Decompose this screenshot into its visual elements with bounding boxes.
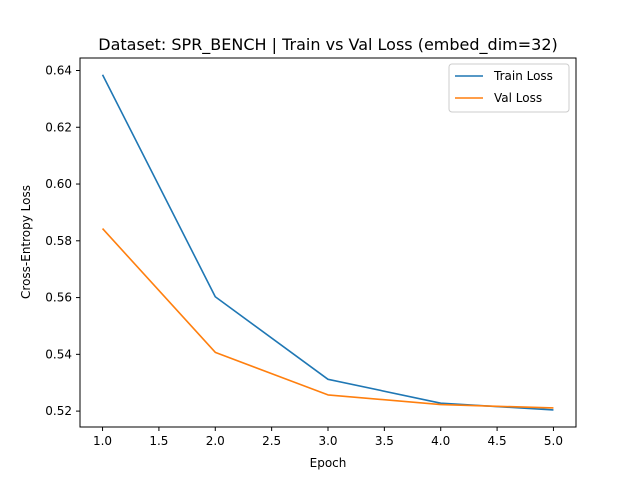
plot-area xyxy=(79,57,577,428)
y-tick-label: 0.56 xyxy=(45,291,72,305)
series-layer xyxy=(101,74,554,411)
y-tick-label: 0.60 xyxy=(45,177,72,191)
x-tick-label: 1.0 xyxy=(93,434,112,448)
x-tick-label: 4.0 xyxy=(431,434,450,448)
legend-items: Train Loss Val Loss xyxy=(455,69,553,105)
x-tick-label: 5.0 xyxy=(544,434,563,448)
x-axis-label: Epoch xyxy=(310,456,347,470)
legend-label-train-loss: Train Loss xyxy=(493,69,553,83)
x-tick-label: 1.5 xyxy=(149,434,168,448)
x-tick-label: 4.5 xyxy=(488,434,507,448)
y-tick-label: 0.64 xyxy=(45,63,72,77)
y-tick-label: 0.52 xyxy=(45,404,72,418)
x-axis-ticks: 1.0 1.5 2.0 2.5 3.0 3.5 4.0 4.5 5.0 xyxy=(93,427,563,448)
axes-frame xyxy=(79,57,577,428)
y-tick-label: 0.62 xyxy=(45,120,72,134)
x-tick-label: 3.0 xyxy=(318,434,337,448)
x-tick-label: 2.5 xyxy=(262,434,281,448)
y-tick-label: 0.54 xyxy=(45,347,72,361)
val-loss-line xyxy=(101,228,554,409)
x-tick-label: 3.5 xyxy=(375,434,394,448)
x-tick-label: 2.0 xyxy=(206,434,225,448)
y-axis-label: Cross-Entropy Loss xyxy=(19,185,33,299)
legend: Train Loss Val Loss xyxy=(448,63,570,113)
legend-label-val-loss: Val Loss xyxy=(494,91,542,105)
train-loss-line xyxy=(101,74,554,411)
chart-title: Dataset: SPR_BENCH | Train vs Val Loss (… xyxy=(98,35,557,55)
y-tick-label: 0.58 xyxy=(45,234,72,248)
y-axis-ticks: 0.52 0.54 0.56 0.58 0.60 0.62 0.64 xyxy=(45,63,80,418)
